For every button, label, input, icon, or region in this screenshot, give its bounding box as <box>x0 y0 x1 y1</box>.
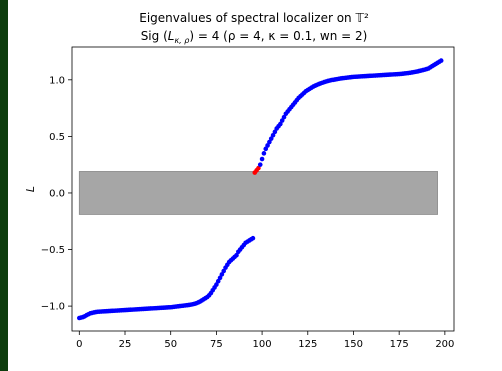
data-point <box>267 139 272 145</box>
x-tick-label: 75 <box>210 339 223 350</box>
gap-band <box>78 171 438 215</box>
data-point <box>270 132 276 138</box>
x-tick-label: 50 <box>164 339 177 350</box>
scatter-chart: Eigenvalues of spectral localizer on 𝕋² … <box>24 11 455 350</box>
plot-frame <box>71 46 455 332</box>
data-point <box>217 275 223 281</box>
x-tick-label: 100 <box>253 339 272 350</box>
y-tick-label: 0.5 <box>49 132 65 143</box>
x-tick-label: 150 <box>344 339 363 350</box>
data-point <box>278 121 283 127</box>
chart-title: Eigenvalues of spectral localizer on 𝕋² <box>139 11 369 25</box>
y-tick-label: −0.5 <box>41 245 65 256</box>
x-tick-label: 200 <box>435 339 454 350</box>
y-axis-label: L <box>24 186 37 192</box>
data-point <box>438 58 444 63</box>
y-tick-label: 0.0 <box>49 188 65 199</box>
data-point <box>261 151 267 156</box>
data-point <box>272 129 278 135</box>
x-tick-label: 25 <box>119 339 132 350</box>
y-tick-label: −1.0 <box>41 302 65 313</box>
data-point <box>265 143 270 148</box>
data-point <box>281 114 287 120</box>
data-point <box>221 268 227 274</box>
data-point <box>234 252 239 258</box>
highlight-point <box>256 165 261 171</box>
data-point <box>215 278 221 284</box>
x-tick-label: 175 <box>390 339 409 350</box>
data-point <box>259 156 265 162</box>
data-point <box>279 118 285 123</box>
y-tick-label: 1.0 <box>49 75 65 86</box>
chart-subtitle: Sig (Lκ, ρ) = 4 (ρ = 4, κ = 0.1, wn = 2) <box>141 29 368 45</box>
data-point <box>257 162 263 167</box>
data-point <box>214 282 219 287</box>
data-point <box>219 272 225 277</box>
x-tick-label: 125 <box>298 339 317 350</box>
data-point <box>263 146 269 152</box>
chart-container: Eigenvalues of spectral localizer on 𝕋² … <box>8 0 502 371</box>
data-point <box>268 136 274 141</box>
data-point <box>250 235 256 241</box>
x-tick-label: 0 <box>76 339 82 350</box>
